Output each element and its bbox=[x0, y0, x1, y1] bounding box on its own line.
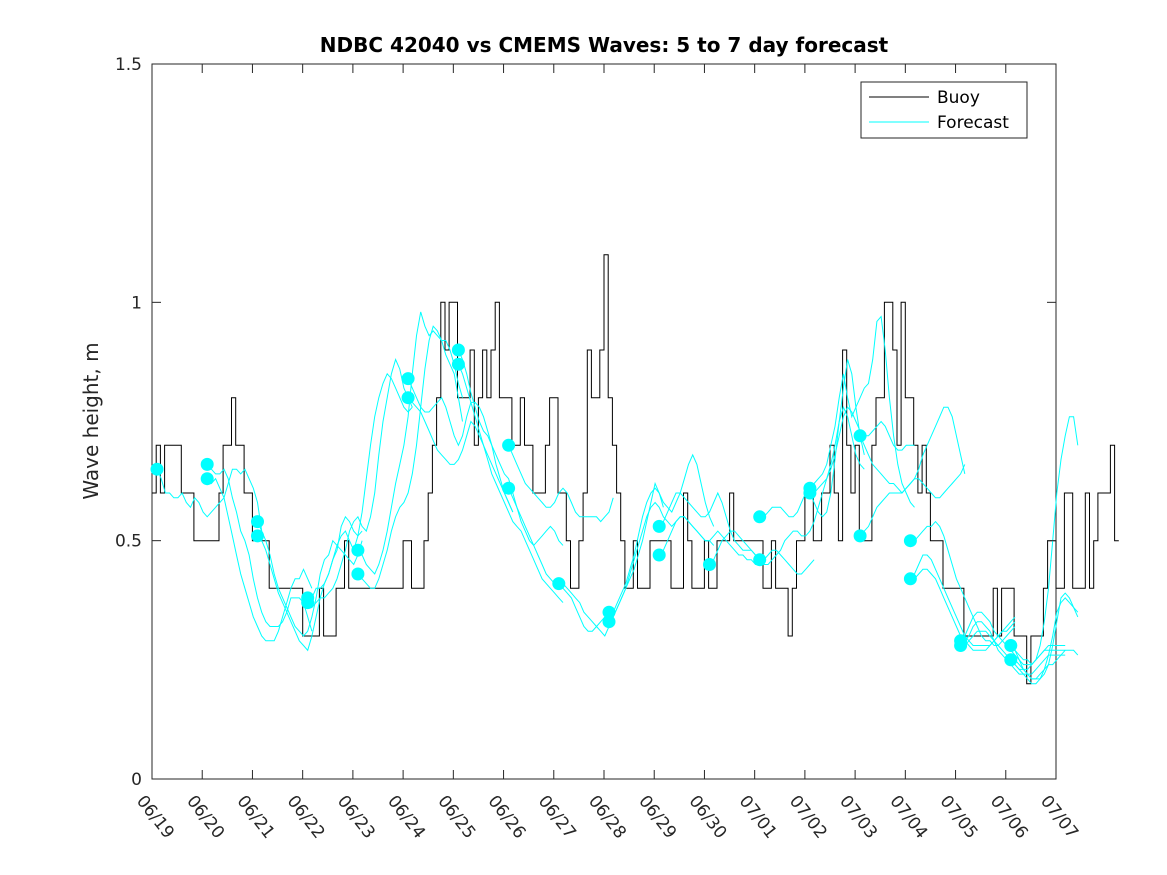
forecast-trace-9 bbox=[407, 378, 514, 513]
forecast-trace-8 bbox=[357, 325, 463, 589]
forecast-marker-7-1 bbox=[502, 481, 516, 495]
plot-area bbox=[151, 63, 1057, 780]
forecast-trace-34 bbox=[1010, 416, 1079, 666]
y-tick-label: 0.5 bbox=[115, 532, 142, 552]
legend-buoy-label: Buoy bbox=[937, 88, 980, 108]
forecast-marker-10-0 bbox=[652, 519, 666, 533]
forecast-trace-12 bbox=[457, 364, 564, 603]
series-layer bbox=[150, 254, 1119, 685]
forecast-marker-0-0 bbox=[150, 462, 164, 476]
buoy-series-line bbox=[152, 254, 1119, 685]
forecast-marker-6-0 bbox=[451, 343, 465, 357]
forecast-trace-19 bbox=[658, 516, 764, 565]
forecast-trace-16 bbox=[609, 453, 715, 613]
y-tick-label: 1.5 bbox=[115, 55, 142, 75]
forecast-marker-14-0 bbox=[853, 429, 867, 443]
y-axis-label: Wave height, m bbox=[79, 342, 103, 499]
forecast-marker-9-1 bbox=[602, 615, 616, 629]
forecast-marker-10-1 bbox=[652, 548, 666, 562]
forecast-marker-9-0 bbox=[602, 605, 616, 619]
forecast-marker-6-1 bbox=[451, 357, 465, 371]
forecast-marker-14-1 bbox=[853, 529, 867, 543]
forecast-marker-2-1 bbox=[251, 529, 264, 543]
forecast-marker-15-1 bbox=[903, 572, 917, 586]
forecast-trace-2 bbox=[206, 477, 313, 642]
forecast-trace-18 bbox=[658, 491, 764, 561]
forecast-marker-1-1 bbox=[200, 472, 214, 486]
forecast-trace-27 bbox=[910, 520, 1016, 646]
forecast-marker-16-1 bbox=[954, 639, 968, 652]
forecast-trace-4 bbox=[257, 515, 363, 652]
forecast-marker-12-0 bbox=[753, 510, 767, 524]
chart-title: NDBC 42040 vs CMEMS Waves: 5 to 7 day fo… bbox=[320, 33, 889, 57]
forecast-marker-13-1 bbox=[803, 486, 817, 500]
forecast-trace-33 bbox=[1010, 592, 1079, 680]
legend-forecast-label: Forecast bbox=[937, 113, 1009, 133]
forecast-marker-17-0 bbox=[1004, 639, 1018, 652]
forecast-marker-3-1 bbox=[301, 596, 315, 610]
forecast-trace-26 bbox=[859, 464, 966, 537]
forecast-marker-8-0 bbox=[552, 577, 566, 591]
forecast-marker-4-0 bbox=[351, 543, 365, 557]
forecast-marker-5-1 bbox=[401, 391, 415, 405]
forecast-trace-36 bbox=[1010, 649, 1079, 680]
forecast-trace-0 bbox=[156, 468, 263, 532]
legend-box bbox=[860, 81, 1028, 139]
forecast-trace-22 bbox=[759, 405, 865, 565]
forecast-marker-17-1 bbox=[1004, 653, 1018, 667]
forecast-marker-7-0 bbox=[502, 438, 516, 452]
forecast-trace-1 bbox=[206, 464, 313, 632]
forecast-marker-5-0 bbox=[401, 372, 415, 386]
forecast-trace-23 bbox=[809, 315, 915, 508]
y-tick-label: 0 bbox=[131, 770, 142, 790]
forecast-marker-4-1 bbox=[351, 567, 365, 581]
legend: Buoy Forecast bbox=[860, 81, 1028, 139]
forecast-marker-2-0 bbox=[251, 515, 264, 529]
forecast-trace-10 bbox=[407, 397, 514, 513]
forecast-marker-11-0 bbox=[703, 558, 716, 571]
forecast-marker-15-0 bbox=[903, 534, 917, 548]
forecast-trace-13 bbox=[508, 445, 614, 523]
forecast-marker-12-1 bbox=[753, 553, 767, 567]
forecast-marker-1-0 bbox=[200, 457, 214, 471]
forecast-trace-30 bbox=[960, 611, 1066, 666]
y-tick-label: 1 bbox=[131, 293, 142, 313]
forecast-trace-6 bbox=[307, 372, 413, 603]
